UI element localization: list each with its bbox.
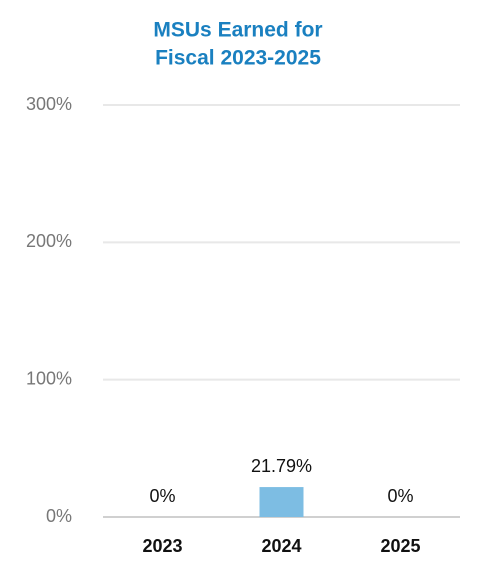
chart-title: MSUs Earned for (153, 19, 322, 42)
y-tick-label: 200% (26, 231, 72, 251)
y-tick-label: 0% (46, 506, 72, 526)
value-label: 0% (387, 486, 413, 506)
value-label: 21.79% (251, 456, 312, 476)
y-tick-label: 100% (26, 368, 72, 388)
x-tick-label: 2024 (261, 536, 301, 556)
x-tick-label: 2023 (142, 536, 182, 556)
value-label: 0% (149, 486, 175, 506)
bar (259, 487, 304, 517)
chart-title: Fiscal 2023-2025 (155, 47, 321, 70)
y-tick-label: 300% (26, 94, 72, 114)
x-tick-label: 2025 (380, 536, 420, 556)
